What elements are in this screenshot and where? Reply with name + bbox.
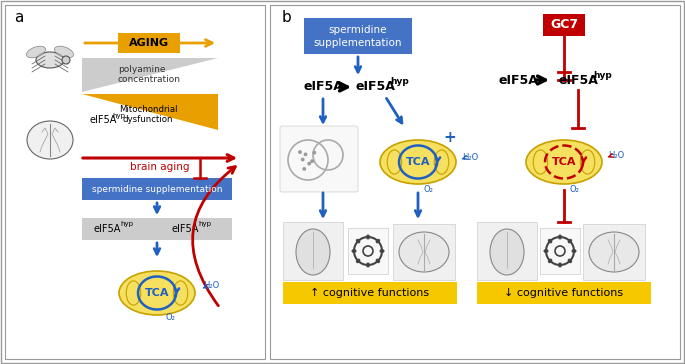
Text: hyp: hyp <box>112 113 125 119</box>
Text: ↓ cognitive functions: ↓ cognitive functions <box>504 288 623 298</box>
Text: eIF5A: eIF5A <box>498 74 538 87</box>
Text: spermidine: spermidine <box>329 25 387 35</box>
Ellipse shape <box>568 259 572 263</box>
Text: O₂: O₂ <box>569 186 579 194</box>
Bar <box>393 224 455 280</box>
Ellipse shape <box>568 239 572 244</box>
Bar <box>283 222 343 280</box>
Circle shape <box>313 151 316 154</box>
Ellipse shape <box>379 249 384 253</box>
Ellipse shape <box>399 232 449 272</box>
Text: concentration: concentration <box>118 75 181 84</box>
Ellipse shape <box>558 262 562 268</box>
Text: hyp: hyp <box>593 71 612 79</box>
Ellipse shape <box>366 234 370 240</box>
Ellipse shape <box>548 239 552 244</box>
Text: hyp: hyp <box>198 221 211 227</box>
Text: spermidine supplementation: spermidine supplementation <box>92 185 222 194</box>
Ellipse shape <box>36 52 64 68</box>
Text: dysfunction: dysfunction <box>123 115 173 124</box>
Ellipse shape <box>356 259 360 263</box>
Bar <box>82 178 232 200</box>
Bar <box>5 5 265 359</box>
Text: eIF5A: eIF5A <box>171 224 199 234</box>
Ellipse shape <box>558 234 562 240</box>
Polygon shape <box>82 94 218 130</box>
Ellipse shape <box>548 259 552 263</box>
Ellipse shape <box>589 232 639 272</box>
Bar <box>477 282 651 304</box>
Circle shape <box>301 158 304 161</box>
Text: +: + <box>444 131 456 146</box>
Ellipse shape <box>380 140 456 184</box>
Text: hyp: hyp <box>390 78 409 87</box>
Ellipse shape <box>526 140 602 184</box>
Ellipse shape <box>543 249 549 253</box>
Bar <box>477 222 537 280</box>
Bar <box>540 228 580 274</box>
Text: a: a <box>14 9 23 24</box>
Text: AGING: AGING <box>129 38 169 48</box>
Ellipse shape <box>119 271 195 315</box>
Ellipse shape <box>356 239 360 244</box>
Ellipse shape <box>54 46 73 58</box>
FancyBboxPatch shape <box>280 126 358 192</box>
Circle shape <box>299 151 301 153</box>
Text: H₂O: H₂O <box>462 153 478 162</box>
Text: eIF5A: eIF5A <box>558 74 598 87</box>
Ellipse shape <box>27 46 45 58</box>
Bar <box>118 33 180 53</box>
Text: TCA: TCA <box>406 157 430 167</box>
Bar <box>348 228 388 274</box>
Text: brain aging: brain aging <box>130 162 190 172</box>
Bar <box>283 282 457 304</box>
Ellipse shape <box>375 239 380 244</box>
Bar <box>82 218 232 240</box>
Text: O₂: O₂ <box>165 313 175 323</box>
Text: polyamine: polyamine <box>118 66 166 75</box>
Text: eIF5A: eIF5A <box>355 80 395 94</box>
Ellipse shape <box>375 259 380 263</box>
Text: eIF5A: eIF5A <box>90 115 117 125</box>
Text: ↑ cognitive functions: ↑ cognitive functions <box>310 288 429 298</box>
Ellipse shape <box>571 249 577 253</box>
Text: Mitochondrial: Mitochondrial <box>119 106 177 115</box>
Bar <box>270 5 680 359</box>
Circle shape <box>308 162 310 165</box>
Circle shape <box>303 168 306 170</box>
Text: H₂O: H₂O <box>203 281 219 290</box>
Ellipse shape <box>366 262 370 268</box>
Text: eIF5A: eIF5A <box>93 224 121 234</box>
Text: O₂: O₂ <box>423 186 433 194</box>
Ellipse shape <box>351 249 356 253</box>
Text: TCA: TCA <box>145 288 169 298</box>
Polygon shape <box>82 58 218 92</box>
Circle shape <box>311 160 313 162</box>
Ellipse shape <box>27 121 73 159</box>
Text: supplementation: supplementation <box>314 38 402 48</box>
Text: b: b <box>282 9 292 24</box>
Ellipse shape <box>296 229 330 275</box>
Bar <box>543 14 585 36</box>
Circle shape <box>304 153 307 155</box>
Text: H₂O: H₂O <box>608 150 624 159</box>
Text: GC7: GC7 <box>550 19 578 32</box>
Bar <box>583 224 645 280</box>
Bar <box>304 18 412 54</box>
Text: hyp: hyp <box>120 221 133 227</box>
Ellipse shape <box>490 229 524 275</box>
Ellipse shape <box>62 56 70 64</box>
Text: TCA: TCA <box>551 157 576 167</box>
Text: eIF5A: eIF5A <box>303 80 343 94</box>
